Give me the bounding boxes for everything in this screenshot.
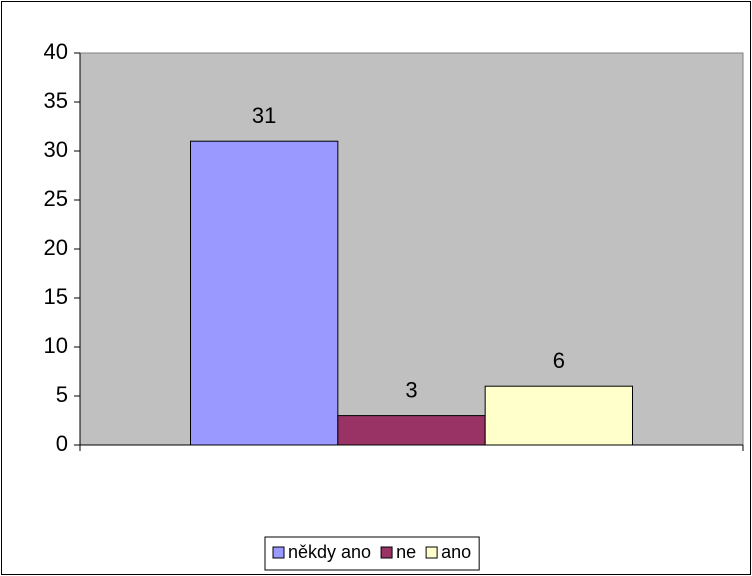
- legend: [264, 536, 480, 571]
- data-label: 6: [553, 348, 565, 373]
- data-label: 3: [405, 377, 417, 402]
- y-tick-label: 0: [56, 431, 68, 456]
- bar: [337, 415, 486, 446]
- y-tick-label: 10: [44, 333, 68, 358]
- y-tick-label: 15: [44, 284, 68, 309]
- bar: [484, 385, 633, 446]
- y-tick-label: 5: [56, 382, 68, 407]
- legend-label: někdy ano: [288, 542, 371, 562]
- y-tick-label: 30: [44, 137, 68, 162]
- bar: [190, 140, 339, 446]
- y-tick-label: 20: [44, 235, 68, 260]
- data-label: 31: [252, 103, 276, 128]
- y-tick-label: 35: [44, 88, 68, 113]
- legend-label: ne: [396, 542, 416, 562]
- y-tick-label: 25: [44, 186, 68, 211]
- legend-label: ano: [441, 542, 471, 562]
- legend-swatch: [425, 546, 438, 559]
- legend-swatch: [380, 546, 393, 559]
- legend-swatch: [272, 546, 285, 559]
- y-tick-label: 40: [44, 39, 68, 64]
